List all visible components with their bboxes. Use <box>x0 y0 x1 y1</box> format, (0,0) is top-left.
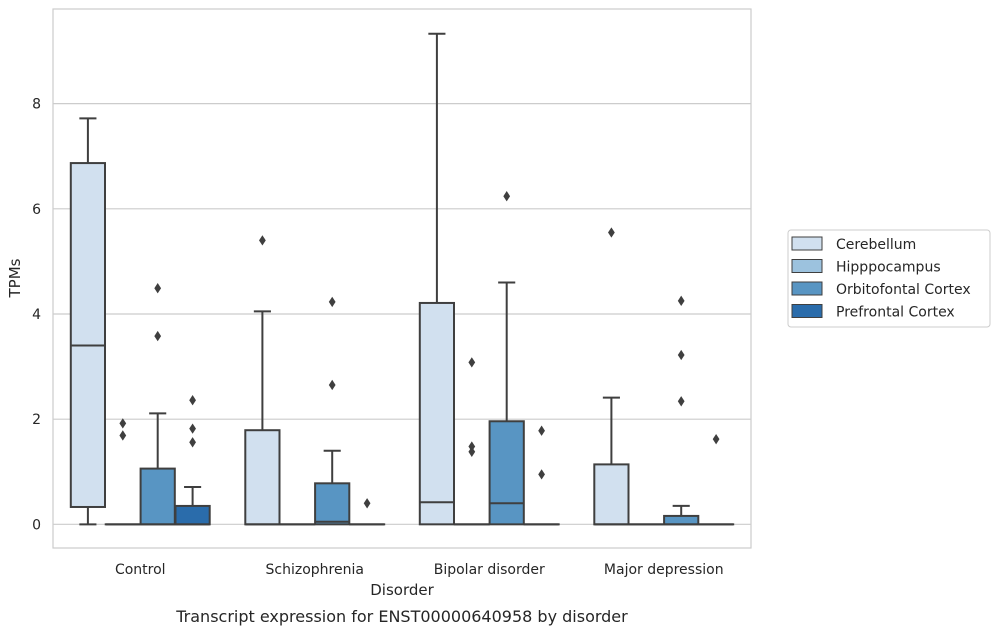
outlier-point <box>259 235 266 246</box>
y-axis-label: TPMs <box>6 258 24 298</box>
legend-label: Prefrontal Cortex <box>836 305 955 321</box>
box-prefrontal-cortex-control <box>174 395 211 526</box>
legend: Cerebellum Hipppocampus Orbitofontal Corte… <box>787 229 991 328</box>
legend-swatch <box>791 281 823 296</box>
legend-item-hipppocampus: Hipppocampus <box>791 259 941 276</box>
outlier-point <box>154 283 162 294</box>
box-prefrontal-cortex-major-depression <box>697 433 735 526</box>
y-tick-label-8: 8 <box>32 97 41 113</box>
outlier-point <box>189 423 196 434</box>
outlier-point <box>468 446 476 457</box>
x-tick-labels: Control Schizophrenia Bipolar disorder Majo… <box>115 562 724 578</box>
outlier-point <box>154 330 162 342</box>
box-body <box>69 162 107 508</box>
legend-label: Cerebellum <box>836 237 916 253</box>
y-tick-labels: 0 2 4 6 8 <box>32 97 41 534</box>
outlier-point <box>328 296 336 308</box>
legend-swatch <box>791 259 823 273</box>
box-cerebellum-bipolar-disorder <box>418 32 456 526</box>
outlier-point <box>538 425 545 436</box>
box-orbitofontal-cortex-schizophrenia <box>314 296 351 526</box>
y-tick-label-0: 0 <box>32 517 41 533</box>
outlier-point <box>189 437 196 448</box>
series-orbitofontal-cortex <box>139 191 700 526</box>
outlier-point <box>677 349 685 361</box>
box-series <box>69 32 735 526</box>
legend-item-orbitofontal-cortex: Orbitofontal Cortex <box>791 281 971 298</box>
box-prefrontal-cortex-schizophrenia <box>348 498 386 526</box>
legend-item-prefrontal-cortex: Prefrontal Cortex <box>791 304 955 321</box>
outlier-point <box>677 295 685 307</box>
legend-swatch <box>791 236 823 251</box>
box-body <box>139 467 176 526</box>
legend-label: Orbitofontal Cortex <box>836 282 971 298</box>
box-body <box>174 504 211 526</box>
outlier-point <box>119 430 127 441</box>
box-cerebellum-major-depression <box>593 227 630 526</box>
outlier-point <box>468 357 476 368</box>
box-body <box>593 463 630 526</box>
figure-caption: Transcript expression for ENST0000064095… <box>175 607 628 626</box>
legend-frame <box>787 229 991 328</box>
outlier-point <box>677 396 685 407</box>
box-hipppocampus-control <box>104 418 141 526</box>
legend-item-cerebellum: Cerebellum <box>791 236 916 253</box>
x-tick-label-bipolar-disorder: Bipolar disorder <box>434 562 545 578</box>
legend-swatch <box>791 304 823 318</box>
outlier-point <box>608 227 615 238</box>
box-orbitofontal-cortex-major-depression <box>663 295 700 526</box>
series-prefrontal-cortex <box>174 395 735 526</box>
y-tick-label-4: 4 <box>32 307 41 323</box>
legend-label: Hipppocampus <box>836 260 941 276</box>
outlier-point <box>189 395 196 406</box>
outlier-point <box>503 191 511 202</box>
y-tick-label-2: 2 <box>32 412 41 428</box>
outlier-point <box>363 498 371 509</box>
x-tick-label-schizophrenia: Schizophrenia <box>266 562 364 578</box>
outlier-point <box>468 441 476 452</box>
x-axis-label: Disorder <box>370 581 434 599</box>
box-body <box>663 514 700 526</box>
outlier-point <box>712 433 720 445</box>
box-cerebellum-schizophrenia <box>244 235 281 526</box>
y-tick-label-6: 6 <box>32 202 41 218</box>
box-body <box>488 420 525 526</box>
box-prefrontal-cortex-bipolar-disorder <box>523 425 560 526</box>
outlier-point <box>538 469 545 480</box>
plot-area-frame <box>52 8 752 549</box>
box-orbitofontal-cortex-bipolar-disorder <box>488 191 525 526</box>
box-body <box>418 301 456 526</box>
box-cerebellum-control <box>69 117 107 526</box>
series-cerebellum <box>69 32 630 526</box>
outlier-point <box>328 379 336 391</box>
x-tick-label-control: Control <box>115 562 166 578</box>
outlier-point <box>119 418 127 429</box>
box-body <box>314 482 351 526</box>
box-orbitofontal-cortex-control <box>139 283 176 526</box>
box-body <box>244 429 281 526</box>
x-tick-label-major-depression: Major depression <box>604 562 724 578</box>
